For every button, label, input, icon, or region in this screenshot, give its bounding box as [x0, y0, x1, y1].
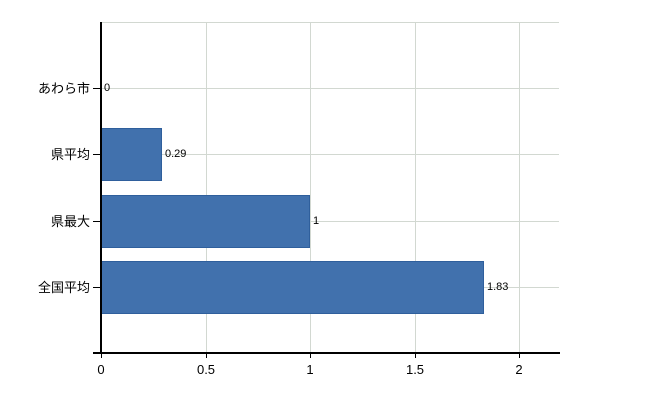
category-label: あわら市 [37, 81, 90, 96]
horizontal-gridline [101, 154, 559, 155]
y-axis-tick [93, 88, 100, 89]
y-axis-tick [93, 154, 100, 155]
x-axis-line [93, 352, 560, 354]
x-tick-label: 1 [306, 362, 314, 377]
category-label: 県平均 [50, 147, 90, 162]
category-label: 全国平均 [37, 280, 90, 295]
x-axis-tick [519, 353, 520, 358]
x-tick-label: 0.5 [196, 362, 216, 377]
x-axis-tick [206, 353, 207, 358]
bar-value-label: 0 [104, 82, 111, 94]
category-label: 県最大 [50, 214, 90, 229]
x-tick-label: 1.5 [405, 362, 425, 377]
vertical-gridline [206, 22, 207, 353]
horizontal-gridline [101, 88, 559, 89]
bar [101, 261, 484, 314]
x-tick-label: 2 [515, 362, 523, 377]
y-axis-line [100, 22, 102, 354]
y-axis-tick [93, 221, 100, 222]
x-tick-label: 0 [97, 362, 105, 377]
horizontal-gridline [101, 221, 559, 222]
x-axis-tick [310, 353, 311, 358]
bar [101, 128, 162, 181]
x-axis-tick [415, 353, 416, 358]
bar [101, 195, 310, 248]
vertical-gridline [519, 22, 520, 353]
vertical-gridline [310, 22, 311, 353]
x-axis-tick [101, 353, 102, 358]
bar-value-label: 0.29 [165, 148, 187, 160]
plot-top-border [101, 22, 559, 23]
bar-value-label: 1 [313, 215, 320, 227]
bar-value-label: 1.83 [487, 281, 509, 293]
vertical-gridline [415, 22, 416, 353]
y-axis-tick [93, 287, 100, 288]
